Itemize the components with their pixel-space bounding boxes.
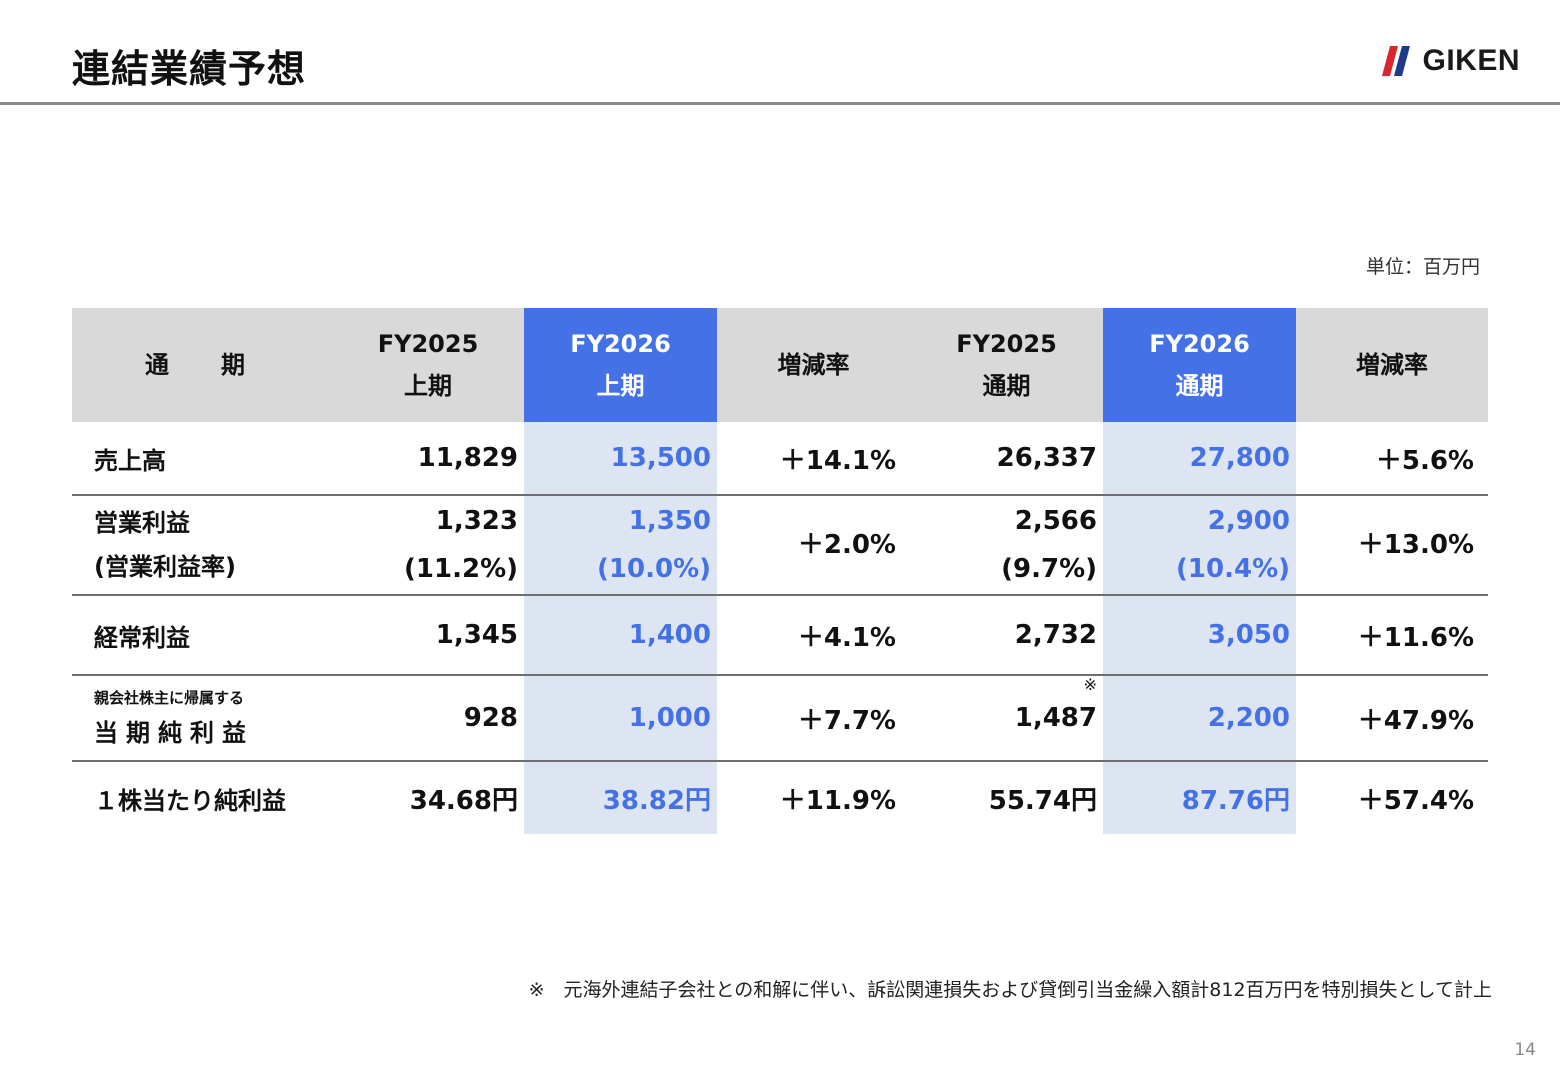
row-label: 経常利益: [72, 595, 332, 676]
cell-fy2026-full: 2,200: [1103, 675, 1296, 762]
forecast-table-container: 通 期 FY2025 上期 FY2026 上期 増減率 FY2025 通期 FY…: [72, 308, 1488, 834]
table-row-ordinary-income: 経常利益 1,345 1,400 ＋4.1% 2,732 3,050 ＋11.6…: [72, 595, 1488, 676]
cell-change-full: ＋47.9%: [1296, 675, 1488, 762]
forecast-table: 通 期 FY2025 上期 FY2026 上期 増減率 FY2025 通期 FY…: [72, 308, 1488, 834]
cell-change-full: ＋5.6%: [1296, 422, 1488, 496]
header-line: 通期: [1175, 372, 1224, 400]
page-number: 14: [1514, 1040, 1536, 1060]
cell-fy2025-h1: 1,323 (11.2%): [332, 495, 524, 596]
cell-fy2025-full: 2,732: [910, 595, 1103, 676]
cell-change-h1: ＋7.7%: [717, 675, 910, 762]
header-line: 上期: [404, 372, 452, 400]
header-fy2025-full: FY2025 通期: [910, 308, 1103, 422]
cell-fy2026-full: 27,800: [1103, 422, 1296, 496]
table-row-eps: １株当たり純利益 34.68円 38.82円 ＋11.9% 55.74円 87.…: [72, 761, 1488, 834]
row-label-sub: (営業利益率): [94, 553, 236, 581]
header-line: FY2026: [1149, 330, 1250, 358]
header-fy2026-h1: FY2026 上期: [524, 308, 717, 422]
cell-value: 1,323: [435, 505, 518, 536]
cell-fy2026-full: 87.76円: [1103, 761, 1296, 834]
row-label: 売上高: [72, 422, 332, 496]
cell-fy2026-h1: 1,350 (10.0%): [524, 495, 717, 596]
header-line: 通期: [982, 372, 1031, 400]
cell-fy2025-h1: 34.68円: [409, 785, 518, 816]
cell-fy2026-h1: 13,500: [524, 422, 717, 496]
giken-logo-mark-icon: [1382, 46, 1411, 76]
header-fy2026-full: FY2026 通期: [1103, 308, 1296, 422]
footnote-mark: ※: [1083, 675, 1097, 694]
unit-note: 単位：百万円: [1365, 256, 1480, 278]
cell-fy2026-h1: 38.82円: [524, 761, 717, 834]
cell-margin: (10.0%): [597, 554, 711, 584]
cell-fy2026-full: 2,900 (10.4%): [1103, 495, 1296, 596]
cell-value: 1,350: [628, 505, 711, 536]
table-row-operating-income: 営業利益 (営業利益率) 1,323 (11.2%) 1,350 (10.0%)…: [72, 495, 1488, 596]
row-label: １株当たり純利益: [94, 786, 286, 815]
cell-margin: (10.4%): [1176, 554, 1290, 584]
row-label-small: 親会社株主に帰属する: [94, 688, 245, 707]
header-fy2025-h1: FY2025 上期: [332, 308, 524, 422]
header-line: 上期: [596, 372, 645, 400]
cell-fy2025-h1: 928: [332, 675, 524, 762]
row-label: 営業利益 (営業利益率): [72, 495, 332, 596]
table-row-sales: 売上高 11,829 13,500 ＋14.1% 26,337 27,800 ＋…: [72, 422, 1488, 496]
cell-change-full: ＋11.6%: [1296, 595, 1488, 676]
header-period-label: 通 期: [72, 308, 332, 422]
cell-value-with-note: ※ 1,487: [1014, 675, 1097, 733]
header-change-h1: 増減率: [717, 308, 910, 422]
row-label-main: 営業利益: [94, 508, 190, 537]
cell-fy2025-full: 55.74円: [988, 785, 1097, 816]
cell-change-h1: ＋14.1%: [717, 422, 910, 496]
cell-fy2026-h1: 1,400: [524, 595, 717, 676]
cell-fy2026-full: 3,050: [1103, 595, 1296, 676]
header-line: FY2025: [956, 330, 1057, 358]
header-change-full: 増減率: [1296, 308, 1488, 422]
cell-margin: (11.2%): [404, 554, 518, 584]
header-line: FY2025: [377, 330, 479, 358]
cell-change-h1: ＋11.9%: [779, 785, 896, 816]
cell-change-h1: ＋2.0%: [717, 495, 910, 596]
cell-change-full: ＋13.0%: [1296, 495, 1488, 596]
cell-change-full: ＋57.4%: [1357, 785, 1474, 816]
row-label: 親会社株主に帰属する 当期純利益: [72, 675, 332, 762]
cell-value: 2,900: [1207, 505, 1290, 536]
table-header-row: 通 期 FY2025 上期 FY2026 上期 増減率 FY2025 通期 FY…: [72, 308, 1488, 422]
giken-logo: GIKEN: [1382, 44, 1520, 78]
cell-fy2026-h1: 1,000: [524, 675, 717, 762]
page-title: 連結業績予想: [72, 47, 307, 91]
table-row-net-income: 親会社株主に帰属する 当期純利益 928 1,000 ＋7.7% ※ 1,487…: [72, 675, 1488, 762]
cell-value: 2,566: [1014, 505, 1097, 536]
cell-fy2025-full: 26,337: [910, 422, 1103, 496]
logo-text: GIKEN: [1422, 44, 1520, 77]
cell-change-h1: ＋4.1%: [717, 595, 910, 676]
footnote: ※ 元海外連結子会社との和解に伴い、訴訟関連損失および貸倒引当金繰入額計812百…: [528, 979, 1492, 1001]
cell-fy2025-full: ※ 1,487: [910, 675, 1103, 762]
header-line: FY2026: [570, 330, 671, 358]
cell-fy2025-full: 2,566 (9.7%): [910, 495, 1103, 596]
cell-margin: (9.7%): [1001, 554, 1097, 584]
cell-value: 1,487: [1014, 703, 1097, 733]
cell-fy2025-h1: 1,345: [332, 595, 524, 676]
cell-fy2025-h1: 11,829: [332, 422, 524, 496]
row-label-main: 当期純利益: [94, 718, 254, 747]
header-divider: [0, 102, 1560, 105]
